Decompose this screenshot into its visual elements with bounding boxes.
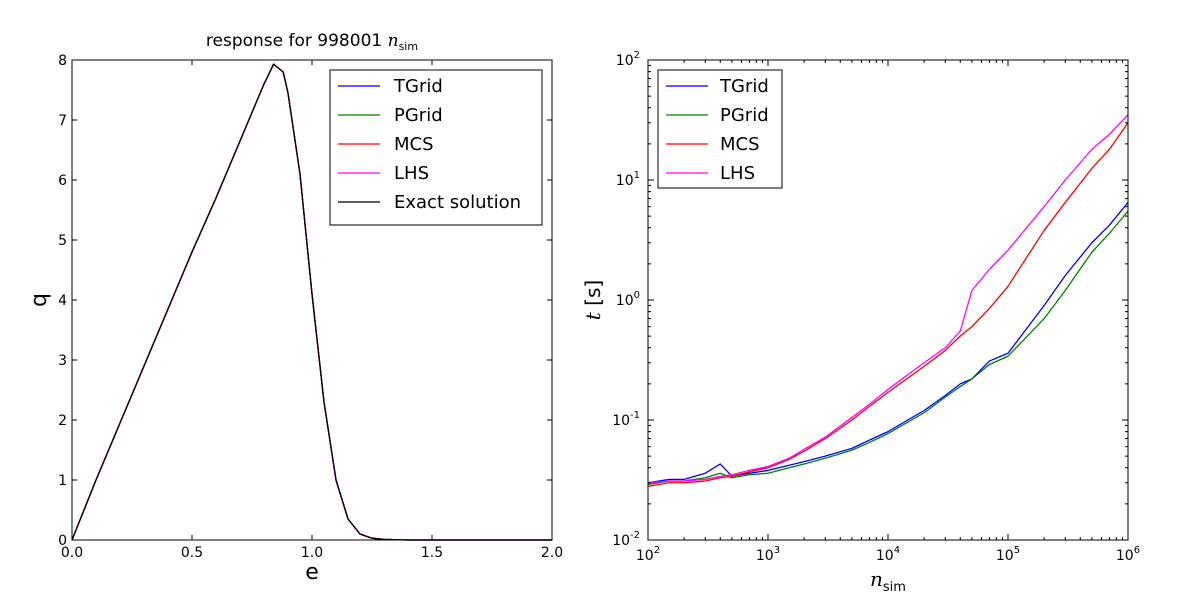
series-line-pgrid	[647, 210, 1129, 486]
timing-chart: 102 103 104 105 106 10-2 10-1 100 101 102 nsim t …	[581, 50, 1140, 595]
y-tick-label: 4	[58, 293, 67, 309]
legend-label-lhs: LHS	[720, 163, 755, 184]
y-tick-label: 100	[616, 290, 640, 309]
legend-label-mcs: MCS	[720, 134, 760, 155]
y-tick-label: 0	[58, 533, 67, 549]
legend-label-mcs: MCS	[394, 134, 434, 155]
series-line-mcs	[647, 122, 1129, 487]
legend-label-lhs: LHS	[394, 163, 429, 184]
timing-axis-ticks: 102 103 104 105 106 10-2 10-1 100 101 102	[612, 50, 1140, 564]
y-tick-label: 8	[58, 53, 67, 69]
x-axis-label-left: e	[305, 560, 319, 585]
series-line-tgrid	[647, 202, 1129, 484]
legend-left: TGrid PGrid MCS LHS Exact solution	[329, 69, 543, 226]
legend-label-pgrid: PGrid	[394, 105, 443, 126]
y-tick-label: 2	[58, 413, 67, 429]
y-tick-label: 3	[58, 353, 67, 369]
y-axis-label-right: t [s]	[581, 280, 605, 320]
x-tick-label: 0.5	[181, 545, 203, 561]
x-axis-label-right: nsim	[870, 567, 906, 595]
series-line-lhs	[647, 114, 1129, 484]
plot-frame-left	[71, 59, 553, 541]
x-tick-label: 2.0	[541, 545, 563, 561]
plot-frame-right	[647, 59, 1129, 541]
y-tick-label: 10-1	[612, 410, 640, 429]
y-tick-label: 6	[58, 173, 67, 189]
x-tick-label: 103	[756, 545, 780, 564]
x-tick-label: 106	[1116, 545, 1140, 564]
chart-title: response for 998001 nsim	[206, 31, 418, 53]
y-tick-label: 10-2	[612, 530, 640, 549]
y-tick-label: 102	[616, 50, 640, 69]
x-tick-label: 102	[636, 545, 660, 564]
legend-label-pgrid: PGrid	[720, 105, 769, 126]
x-tick-label: 1.5	[421, 545, 443, 561]
y-tick-label: 101	[616, 170, 640, 189]
legend-box	[329, 69, 543, 226]
response-chart: response for 998001 nsim 0.0 0.5 1.0 1.5 2.0…	[27, 31, 563, 585]
y-tick-label: 5	[58, 233, 67, 249]
legend-right: TGrid PGrid MCS LHS	[657, 69, 783, 189]
x-tick-label: 0.0	[61, 545, 83, 561]
y-axis-label-left: q	[27, 293, 52, 307]
y-tick-label: 7	[58, 113, 67, 129]
legend-label-exact-solution: Exact solution	[394, 192, 521, 213]
legend-label-tgrid: TGrid	[719, 76, 769, 97]
response-axis-ticks: 0.0 0.5 1.0 1.5 2.0 0 1 2 3 4 5 6 7 8	[58, 53, 563, 561]
legend-label-tgrid: TGrid	[393, 76, 443, 97]
x-tick-label: 105	[996, 545, 1020, 564]
y-tick-label: 1	[58, 473, 67, 489]
legend-box	[657, 69, 783, 189]
x-tick-label: 104	[876, 545, 900, 564]
timing-plot-lines	[647, 114, 1129, 487]
x-tick-label: 1.0	[301, 545, 323, 561]
